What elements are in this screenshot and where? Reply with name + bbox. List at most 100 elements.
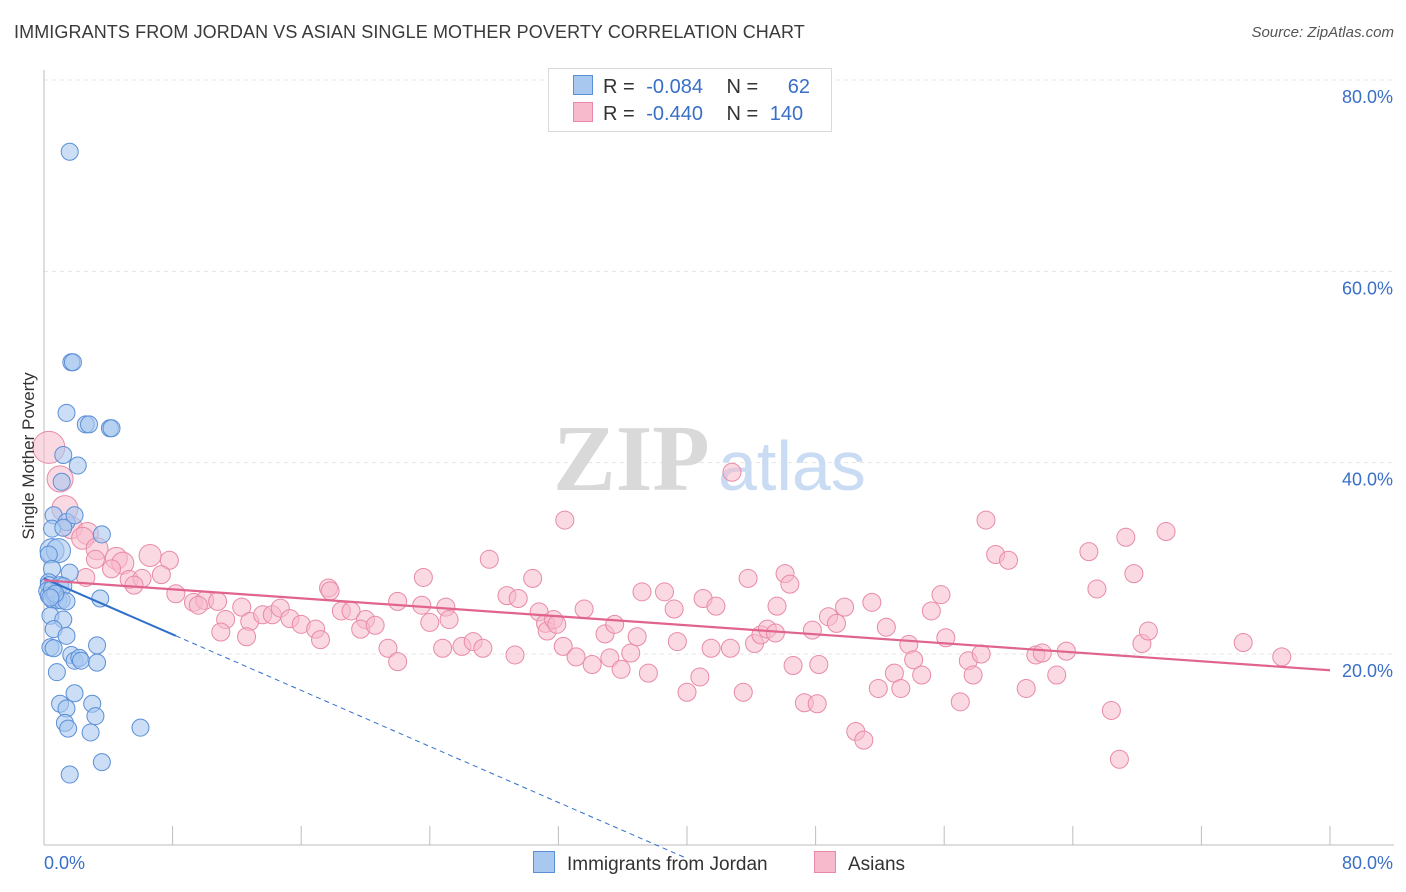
legend-row-asians: R = -0.440 N = 140: [573, 102, 803, 126]
asians-point: [1138, 621, 1158, 641]
asians-point: [365, 615, 385, 635]
y-tick-label: 80.0%: [1342, 87, 1393, 107]
asians-point: [479, 549, 499, 569]
jordan-point: [88, 653, 107, 672]
legend-r-label: R =: [603, 76, 635, 98]
watermark-atlas: atlas: [718, 427, 866, 505]
asians-point: [138, 543, 162, 567]
asians-point: [508, 589, 528, 609]
asians-point: [706, 596, 726, 616]
asians-point: [807, 694, 827, 714]
asians-point: [1079, 542, 1099, 562]
asians-point: [208, 591, 228, 611]
bottom-legend-jordan: Immigrants from Jordan: [533, 851, 768, 876]
jordan-point: [88, 636, 107, 655]
jordan-trend-extension: [175, 635, 688, 859]
asians-point: [1124, 564, 1144, 584]
jordan-point: [63, 353, 82, 372]
asians-point: [720, 638, 740, 658]
jordan-point: [102, 419, 121, 438]
asians-point: [976, 510, 996, 530]
asians-point: [237, 627, 257, 647]
asians-point: [632, 582, 652, 602]
asians-point: [912, 665, 932, 685]
legend-r-value: -0.440: [646, 103, 703, 125]
bottom-legend-swatch-jordan: [533, 851, 555, 873]
asians-point: [667, 632, 687, 652]
asians-point: [1101, 700, 1121, 720]
legend-swatch-asians: [573, 102, 593, 122]
legend-r-value: -0.084: [646, 76, 703, 98]
asians-point: [433, 638, 453, 658]
legend-row-jordan: R = -0.084 N = 62: [573, 75, 810, 99]
jordan-point: [57, 626, 76, 645]
legend-n-label: N =: [726, 103, 759, 125]
jordan-trend-line: [43, 577, 177, 637]
asians-point: [1233, 633, 1253, 653]
asians-point: [605, 614, 625, 634]
asians-point: [1156, 522, 1176, 542]
jordan-point: [41, 588, 60, 607]
asians-point: [102, 559, 122, 579]
asians-point: [378, 638, 398, 658]
legend-n-value: 140: [769, 103, 804, 125]
asians-point: [891, 678, 911, 698]
asians-point: [166, 584, 186, 604]
asians-point: [950, 692, 970, 712]
asians-point: [555, 510, 575, 530]
asians-point: [780, 574, 800, 594]
jordan-point: [86, 707, 105, 726]
asians-point: [574, 599, 594, 619]
asians-point: [420, 612, 440, 632]
asians-point: [854, 730, 874, 750]
asians-point: [611, 659, 631, 679]
asians-point: [388, 591, 408, 611]
asians-point: [188, 595, 208, 615]
grid-lines: [44, 79, 1394, 655]
asians-point: [553, 636, 573, 656]
asians-point: [1032, 643, 1052, 663]
asians-point: [862, 592, 882, 612]
y-tick-label: 20.0%: [1342, 661, 1393, 681]
legend-r-label: R =: [603, 103, 635, 125]
asians-point: [505, 645, 525, 665]
asians-point: [963, 665, 983, 685]
watermark: ZIP atlas: [553, 407, 866, 511]
asians-points: [32, 430, 1292, 769]
asians-point: [701, 638, 721, 658]
asians-point: [826, 613, 846, 633]
legend-n-label: N =: [726, 76, 759, 98]
asians-point: [738, 568, 758, 588]
asians-point: [1109, 749, 1129, 769]
jordan-point: [44, 639, 63, 658]
asians-point: [523, 568, 543, 588]
asians-trend-line: [43, 579, 1331, 672]
asians-point: [232, 597, 252, 617]
asians-point: [211, 622, 231, 642]
watermark-zip: ZIP: [553, 407, 710, 511]
asians-point: [664, 599, 684, 619]
asians-point: [1087, 579, 1107, 599]
jordan-point: [52, 472, 71, 491]
asians-point: [931, 585, 951, 605]
bottom-legend-label-asians: Asians: [848, 854, 906, 875]
jordan-point: [57, 403, 76, 422]
jordan-point: [68, 456, 87, 475]
asians-point: [439, 610, 459, 630]
asians-point: [159, 550, 179, 570]
jordan-point: [54, 446, 73, 465]
asians-point: [999, 550, 1018, 570]
y-tick-label: 60.0%: [1342, 278, 1393, 298]
jordan-point: [65, 684, 84, 703]
chart-title: IMMIGRANTS FROM JORDAN VS ASIAN SINGLE M…: [14, 22, 805, 42]
asians-point: [690, 667, 710, 687]
asians-point: [722, 462, 742, 482]
legend-swatch-jordan: [573, 75, 593, 95]
asians-point: [638, 663, 658, 683]
asians-point: [1047, 665, 1067, 685]
asians-point: [388, 652, 408, 672]
correlation-legend: R = -0.084 N = 62 R = -0.440 N = 140: [548, 68, 832, 132]
asians-point: [876, 617, 896, 637]
chart-source: Source: ZipAtlas.com: [1251, 24, 1394, 41]
asians-point: [413, 567, 433, 587]
